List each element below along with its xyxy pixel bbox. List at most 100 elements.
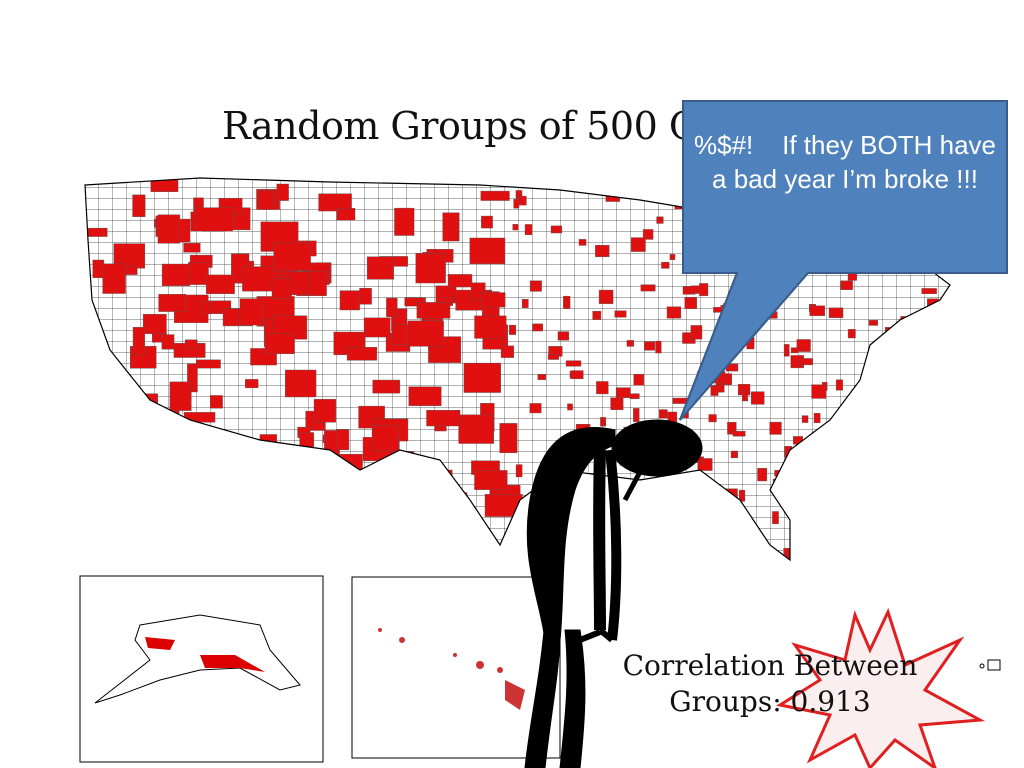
county-patch [481,215,493,229]
county-patch [811,384,827,399]
county-patch [898,508,914,517]
county-patch [368,470,405,498]
county-patch [188,262,209,285]
correlation-line-2: Groups: 0.913 [669,685,871,718]
county-patch [259,434,277,453]
county-patch [657,489,673,503]
county-patch [426,410,461,427]
county-patch [793,436,803,445]
county-patch [577,550,584,560]
county-patch [598,289,614,304]
county-patch [300,503,334,520]
county-patch [600,417,606,427]
county-patch [386,297,398,318]
county-patch [750,391,765,405]
alaska-shape [94,614,301,704]
county-patch [769,421,782,435]
county-patch [119,431,158,445]
county-patch [592,311,602,320]
county-patch [500,345,514,358]
county-patch [275,542,311,560]
county-patch [114,392,142,405]
hawaii-islands [378,628,525,710]
correlation-text: Correlation Between Groups: 0.913 [600,648,940,720]
county-patch [854,432,867,446]
county-patch [883,439,896,451]
county-patch [672,397,688,404]
county-patch [873,522,883,532]
correlation-line-1: Correlation Between [622,649,918,682]
county-patch [828,307,844,318]
county-patch [882,484,890,495]
county-patch [359,287,372,305]
county-patch [267,541,281,555]
county-patch [887,401,902,408]
county-patch [550,225,563,234]
county-patch [92,259,105,278]
county-patch [265,490,303,519]
county-patch [831,425,847,435]
county-patch [944,338,950,351]
county-patch [372,379,401,394]
county-patch [796,525,812,538]
county-patch [125,393,158,421]
county-patch [673,505,681,514]
county-patch [567,403,573,411]
county-patch [915,430,929,444]
county-patch [276,183,289,201]
county-patch [318,193,352,212]
county-patch [445,543,480,560]
county-patch [816,436,828,444]
county-patch [158,294,187,312]
county-patch [521,299,529,309]
county-patch [615,387,631,398]
county-patch [751,543,764,555]
county-patch [142,419,166,431]
county-patch [170,497,189,513]
county-patch [210,395,223,409]
county-patch [221,458,241,479]
county-patch [932,498,947,513]
county-patch [415,253,446,284]
county-patch [570,370,584,380]
county-patch [197,439,234,449]
county-patch [710,385,719,396]
county-patch [434,492,468,519]
starburst [776,607,986,768]
county-patch [847,329,856,339]
county-patch [524,224,533,236]
county-patch [262,481,294,500]
county-patch [849,516,865,530]
county-patch [807,446,821,453]
county-patch [837,435,848,449]
county-patch [715,513,730,529]
county-patch [161,334,175,350]
county-patch [209,544,223,560]
county-patch [532,323,543,332]
county-patch [942,273,950,281]
county-patch [867,438,882,446]
county-patch [458,414,494,444]
county-patch [221,467,247,497]
county-patch [128,475,145,488]
county-patch [896,440,904,450]
county-patch [442,212,460,242]
county-patch [699,283,709,296]
county-patch [626,340,635,347]
county-patch [428,542,450,555]
county-patch [713,522,728,530]
county-patch [339,290,360,311]
county-patch [291,542,328,560]
county-patch [183,242,201,253]
county-patch [852,390,861,402]
county-patch [499,423,518,454]
county-patch [742,390,748,402]
alaska-red [145,637,265,672]
county-patch [404,297,426,307]
county-patch [447,274,473,288]
county-patch [363,317,391,338]
county-patch [187,363,198,393]
county-patch [930,430,941,441]
county-patch [195,207,233,232]
county-patch [596,381,609,395]
